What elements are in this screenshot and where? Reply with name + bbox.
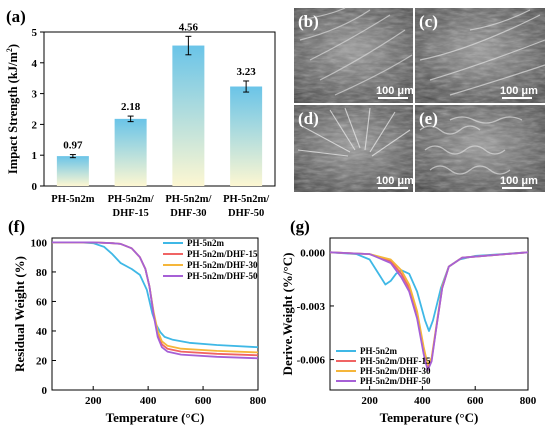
panel-label-e: (e): [419, 109, 438, 128]
bar: [230, 86, 263, 186]
legend-entry: PH-5n2m: [360, 346, 398, 356]
series-line: [52, 241, 259, 360]
panel-label-g: (g): [290, 217, 310, 236]
scale-bar-label-d: 100 μm: [376, 175, 414, 187]
panel-label-d: (d): [298, 109, 319, 128]
x-tick-label: PH-5n2m/: [165, 194, 212, 205]
plot-frame: [329, 237, 529, 391]
data-label: 0.97: [63, 140, 83, 152]
legend-entry: PH-5n2m/DHF-50: [187, 271, 258, 281]
tga-residual-weight-chart: 200 400 600 800 0 20 40 60 80 100 Temperature (°C)…: [12, 237, 267, 425]
y-axis-label: Derive.Weight (%/°C): [280, 253, 295, 376]
legend-entry: PH-5n2m/DHF-50: [360, 376, 431, 386]
legend-entry: PH-5n2m: [187, 238, 225, 248]
y-tick-label: 0: [32, 181, 38, 193]
scale-bar-label-c: 100 μm: [500, 85, 538, 97]
sem-image-grid: (b) 100 μm (c) 100 μm (d) 100 μm (e) 100…: [294, 7, 546, 192]
x-tick-label: PH-5n2m/: [223, 194, 270, 205]
y-tick-label: 2: [32, 119, 38, 131]
sem-image-e: (e) 100 μm: [415, 105, 545, 192]
y-tick-label: 0.000: [300, 247, 325, 259]
data-label: 4.56: [179, 21, 199, 33]
y-tick-label: 20: [36, 355, 48, 367]
x-tick-label: PH-5n2m/: [108, 194, 155, 205]
x-axis-label: Temperature (°C): [380, 410, 479, 425]
y-tick-label: 3: [32, 89, 38, 101]
x-tick-label: DHF-50: [228, 208, 264, 219]
panel-label-f: (f): [8, 217, 25, 236]
y-tick-label: 5: [32, 27, 38, 39]
legend-entry: PH-5n2m/DHF-30: [360, 366, 431, 376]
plot-frame: [51, 237, 259, 391]
sem-image-d: (d) 100 μm: [294, 105, 414, 192]
y-tick-label: 0: [42, 385, 48, 397]
x-tick-label: 800: [520, 395, 537, 407]
data-label: 3.23: [237, 66, 257, 78]
x-tick-label: 400: [140, 395, 157, 407]
sem-image-c: (c) 100 μm: [415, 8, 546, 103]
y-tick-label: 4: [32, 58, 38, 70]
scale-bar-label-b: 100 μm: [376, 85, 414, 97]
panel-label-b: (b): [298, 12, 319, 31]
x-tick-label: 400: [414, 395, 431, 407]
x-tick-label: 200: [361, 395, 378, 407]
x-tick-label: DHF-15: [113, 208, 149, 219]
x-tick-label: PH-5n2m: [51, 194, 94, 205]
y-axis-label: Residual Weight (%): [12, 256, 27, 372]
impact-strength-bar-chart: 0 1 2 3 4 5 0.97 PH-5n2m 2.18 PH-5n2m/DHF-15 4.56 P…: [5, 21, 276, 219]
x-tick-label: 800: [250, 395, 267, 407]
dtg-derive-weight-chart: 200 400 600 800 0.000 -0.003 -0.006 Temperature…: [280, 237, 537, 425]
y-tick-label: 40: [36, 326, 48, 338]
x-tick-label: 600: [467, 395, 484, 407]
series-line: [329, 251, 529, 332]
bar: [172, 45, 205, 186]
y-axis-label: Impact Strength (kJ/m2): [5, 44, 20, 174]
legend-entry: PH-5n2m/DHF-15: [187, 249, 258, 259]
plot-frame: [43, 31, 276, 187]
data-label: 2.18: [121, 101, 141, 113]
y-tick-label: -0.003: [297, 301, 326, 313]
y-tick-label: 60: [36, 296, 48, 308]
sem-image-b: (b) 100 μm: [294, 7, 414, 103]
legend-entry: PH-5n2m/DHF-30: [187, 260, 258, 270]
x-tick-label: DHF-30: [170, 208, 206, 219]
x-tick-label: 200: [85, 395, 102, 407]
bar: [114, 118, 147, 186]
y-tick-label: 1: [32, 150, 38, 162]
series-line: [52, 241, 259, 349]
scale-bar-label-e: 100 μm: [500, 175, 538, 187]
legend-entry: PH-5n2m/DHF-15: [360, 356, 431, 366]
y-tick-label: 80: [36, 267, 48, 279]
bar: [56, 156, 89, 186]
panel-label-c: (c): [419, 12, 438, 31]
y-tick-label: 100: [31, 237, 48, 249]
panel-label-a: (a): [6, 7, 26, 26]
y-tick-label: -0.006: [297, 355, 326, 367]
series-line: [329, 251, 529, 372]
x-axis-label: Temperature (°C): [106, 410, 205, 425]
x-tick-label: 600: [195, 395, 212, 407]
